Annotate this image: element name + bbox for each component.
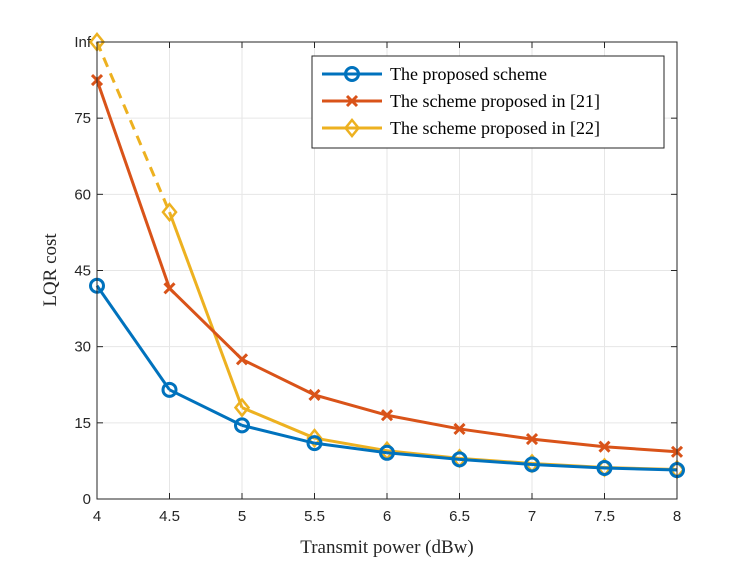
axis-ticks: 4 4.5 5 5.5 6 6.5 7 7.5 8 0 15 30 45 60 75 Inf <box>74 34 681 525</box>
series-line-segment <box>386 451 460 461</box>
x-marker-stroke <box>598 440 611 453</box>
series-line-segment <box>314 436 388 453</box>
data-point <box>380 409 394 422</box>
x-tick-label: 7.5 <box>594 508 615 525</box>
series-the-proposed-scheme <box>89 277 685 479</box>
data-point <box>379 444 395 461</box>
legend-entry: The scheme proposed in [21] <box>322 91 600 111</box>
data-point <box>306 428 323 449</box>
x-tick-label: 5.5 <box>304 508 325 525</box>
data-point <box>233 397 251 418</box>
series-line-segment-dashed <box>95 41 171 213</box>
y-tick-label: 0 <box>83 491 91 508</box>
legend-label: The proposed scheme <box>390 64 547 84</box>
series-line-segment <box>95 79 171 289</box>
series-line-segment <box>241 358 316 397</box>
series-layer <box>88 32 686 480</box>
x-tick-label: 5 <box>238 508 246 525</box>
y-tick-label: 15 <box>74 415 91 432</box>
series-line-segment <box>604 466 678 472</box>
x-tick-label: 4 <box>93 508 101 525</box>
x-tick-label: 6.5 <box>449 508 470 525</box>
series-line-segment <box>241 406 316 440</box>
y-tick-label: 30 <box>74 339 91 356</box>
x-marker-stroke <box>380 409 394 422</box>
data-point <box>598 440 611 453</box>
legend-marker <box>344 66 360 82</box>
legend-label: The scheme proposed in [21] <box>390 91 600 111</box>
series-line-segment <box>531 437 605 449</box>
series-line-segment <box>168 211 244 409</box>
legend: The proposed scheme The scheme proposed i… <box>311 55 665 149</box>
x-tick-label: 8 <box>673 508 681 525</box>
series-the-scheme-proposed-in-21 <box>90 74 684 458</box>
data-point <box>596 460 613 477</box>
legend-marker <box>343 118 361 138</box>
legend-label: The scheme proposed in [22] <box>390 118 600 138</box>
legend-entry: The scheme proposed in [22] <box>322 118 600 138</box>
x-marker-stroke <box>525 433 539 446</box>
x-marker-stroke <box>163 282 176 295</box>
data-point <box>163 282 176 295</box>
data-point <box>525 433 539 446</box>
x-tick-label: 7 <box>528 508 536 525</box>
x-tick-label: 6 <box>383 508 391 525</box>
y-tick-label: 75 <box>74 110 91 127</box>
series-line-segment <box>604 445 678 454</box>
series-line-segment <box>314 441 388 455</box>
series-line-segment <box>531 462 605 470</box>
series-line-segment <box>459 457 533 466</box>
y-axis-title: LQR cost <box>40 233 61 307</box>
series-line-segment <box>168 287 244 361</box>
data-point <box>161 202 178 223</box>
y-tick-label: 60 <box>74 186 91 203</box>
legend-entry: The proposed scheme <box>322 64 547 84</box>
series-line-segment <box>168 388 243 427</box>
data-point <box>308 388 321 401</box>
data-point <box>306 435 323 452</box>
data-point <box>161 381 178 398</box>
series-line-segment <box>95 284 171 391</box>
x-tick-label: 4.5 <box>159 508 180 525</box>
x-marker-stroke <box>235 353 249 366</box>
y-tick-label: 45 <box>74 263 91 280</box>
series-line-segment <box>314 393 388 417</box>
series-line-segment <box>386 413 460 431</box>
data-point <box>234 417 250 434</box>
data-point <box>235 353 249 366</box>
data-point <box>451 451 468 468</box>
legend-marker <box>345 94 359 108</box>
data-point <box>453 422 466 435</box>
data-point <box>524 456 540 473</box>
x-marker-stroke <box>308 388 321 401</box>
x-axis-title: Transmit power (dBw) <box>300 537 473 558</box>
x-marker-stroke <box>345 94 359 108</box>
x-marker-stroke <box>453 422 466 435</box>
y-tick-label: Inf <box>74 34 92 51</box>
series-line-segment <box>459 427 533 441</box>
series-line-segment <box>241 423 315 445</box>
